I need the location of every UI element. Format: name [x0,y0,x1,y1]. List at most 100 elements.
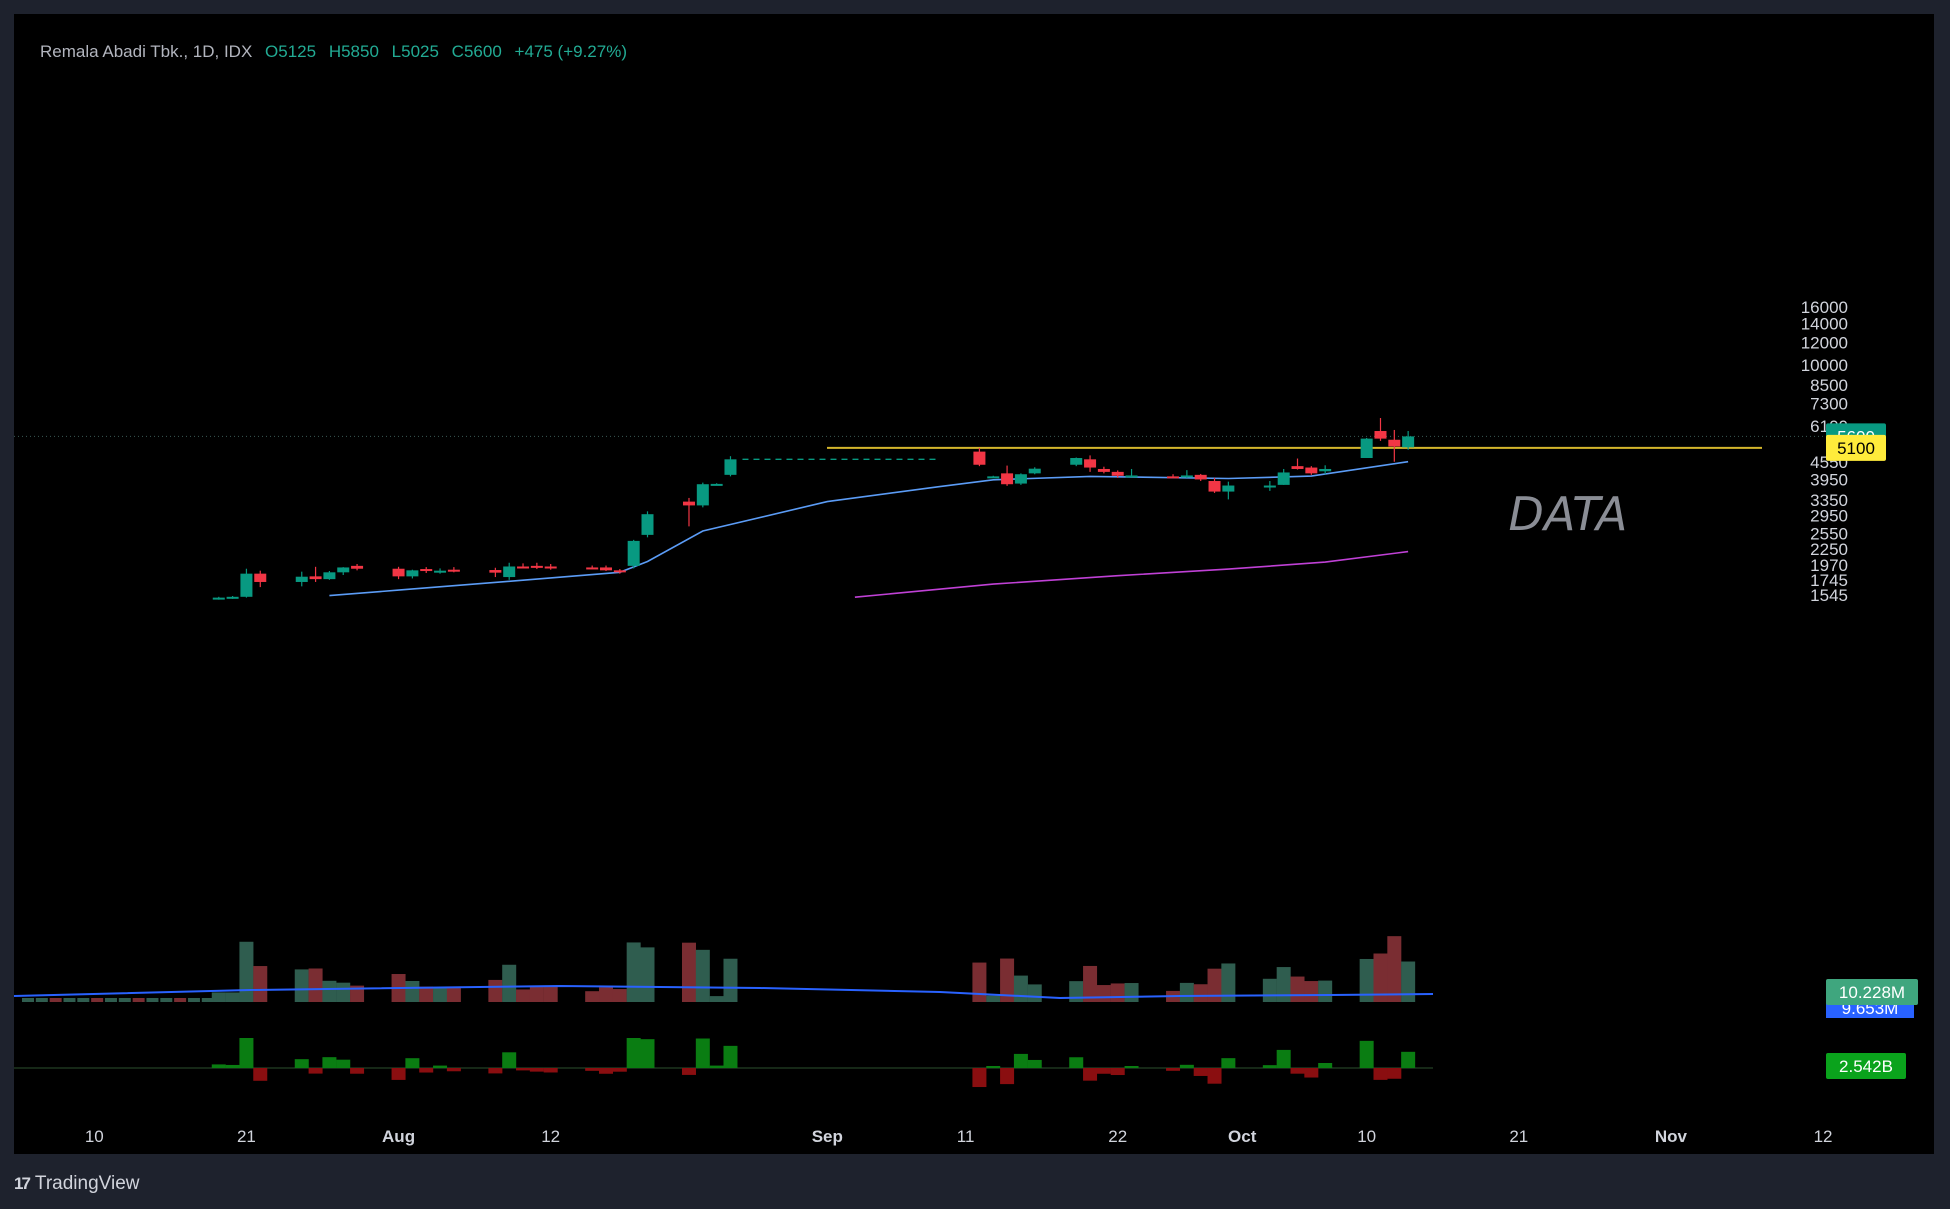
symbol-legend: Remala Abadi Tbk., 1D, IDX O5125 H5850 L… [40,42,627,62]
volume-bar [91,998,104,1002]
flow-bar [1387,1068,1402,1079]
flow-bar [1359,1040,1374,1068]
volume-bar [419,986,434,1002]
y-axis-tick-label: 3350 [1810,491,1848,510]
volume-bar [446,987,461,1002]
flow-bar [488,1068,503,1074]
flow-bar [543,1068,558,1073]
flow-bar [1013,1053,1028,1068]
candle-body [613,570,626,573]
y-axis-tick-label: 10000 [1801,356,1848,375]
brand-footer: 17 TradingView [14,1170,139,1198]
candle-body [1084,459,1097,468]
volume-bar [22,998,34,1002]
ohlc-low: L5025 [391,42,439,61]
flow-bar [599,1068,614,1074]
tag-mask [1826,1018,1926,1028]
candle-body [530,565,543,568]
flow-bar [1290,1068,1305,1074]
flow-bar [1207,1068,1222,1084]
volume-bar [1359,958,1374,1002]
candle-body [1125,475,1138,478]
flow-bar [1027,1059,1042,1068]
volume-bar [1083,965,1098,1002]
flow-bar [1401,1051,1416,1068]
flow-bar [1276,1049,1291,1068]
hline-price-tag-bg [1826,434,1886,461]
flow-bar [529,1068,544,1072]
flow-bar [695,1038,710,1068]
candle-body [1402,436,1415,448]
candle-body [682,501,695,506]
candle-body [295,576,308,582]
candle-body [1374,431,1387,439]
candle-body [517,566,530,569]
candle-body [973,451,986,465]
flow-bar [640,1039,655,1068]
y-axis-tick-label: 14000 [1801,314,1848,333]
candle-body [337,567,350,573]
volume-bar [1124,983,1139,1002]
ohlc-open: O5125 [265,42,317,61]
flow-bar [681,1068,696,1075]
flow-bar [1110,1068,1125,1076]
candle-body [1070,458,1083,465]
candle-body [1277,472,1290,485]
candle-body [309,576,322,580]
flow-bar [516,1068,531,1071]
volume-bar [1304,981,1319,1002]
candle-body [1360,438,1373,459]
flow-bar [1166,1068,1181,1071]
candle-body [710,483,723,486]
candle-body [1222,485,1235,492]
ohlc-close: C5600 [451,42,502,61]
volume-bar [160,998,173,1002]
volume-bar [146,998,159,1002]
x-axis-tick-label: Aug [382,1127,415,1146]
volume-bar [1000,958,1015,1002]
candle-body [1319,468,1332,472]
y-axis-tick-label: 1970 [1810,556,1848,575]
flow-bar [225,1064,240,1068]
volume-bar [253,966,268,1002]
candle-body [351,565,364,569]
flow-bar [1373,1068,1388,1080]
volume-bar [681,942,696,1002]
candle-body [1263,485,1276,488]
flow-bar [1096,1068,1111,1074]
candle-body [254,573,267,582]
volume-bar [35,998,48,1002]
flow-bar [1083,1068,1098,1081]
y-axis-tick-label: 12000 [1801,333,1848,352]
y-axis-tick-label: 8500 [1810,376,1848,395]
volume-bar [239,941,254,1002]
volume-bar [1290,976,1305,1002]
candle-body [724,459,737,475]
flow-bar [391,1068,406,1080]
candle-body [987,476,1000,479]
volume-bar [308,968,323,1002]
flow-bar [1179,1064,1194,1068]
candle-body [1305,467,1318,474]
flow-bar [1262,1065,1277,1068]
volume-bar [77,998,90,1002]
volume-bar [709,996,724,1002]
candle-body [1194,474,1207,480]
flow-bar [502,1052,517,1068]
candle-body [600,567,613,571]
flow-bar [1193,1068,1208,1076]
flow-bar [322,1057,337,1068]
volume-bar [1387,936,1402,1002]
ohlc-change: +475 (+9.27%) [514,42,627,61]
flow-bar [626,1038,641,1068]
x-axis-tick-label: 22 [1108,1127,1127,1146]
hline-price-tag-text: 5100 [1837,439,1875,458]
volume-bar [972,962,987,1002]
flow-bar [972,1068,987,1088]
candle-body [1014,474,1027,484]
x-axis-tick-label: 10 [1357,1127,1376,1146]
volume-bar [1027,984,1042,1002]
flow-bar [405,1058,420,1068]
volume-bar [723,958,738,1002]
